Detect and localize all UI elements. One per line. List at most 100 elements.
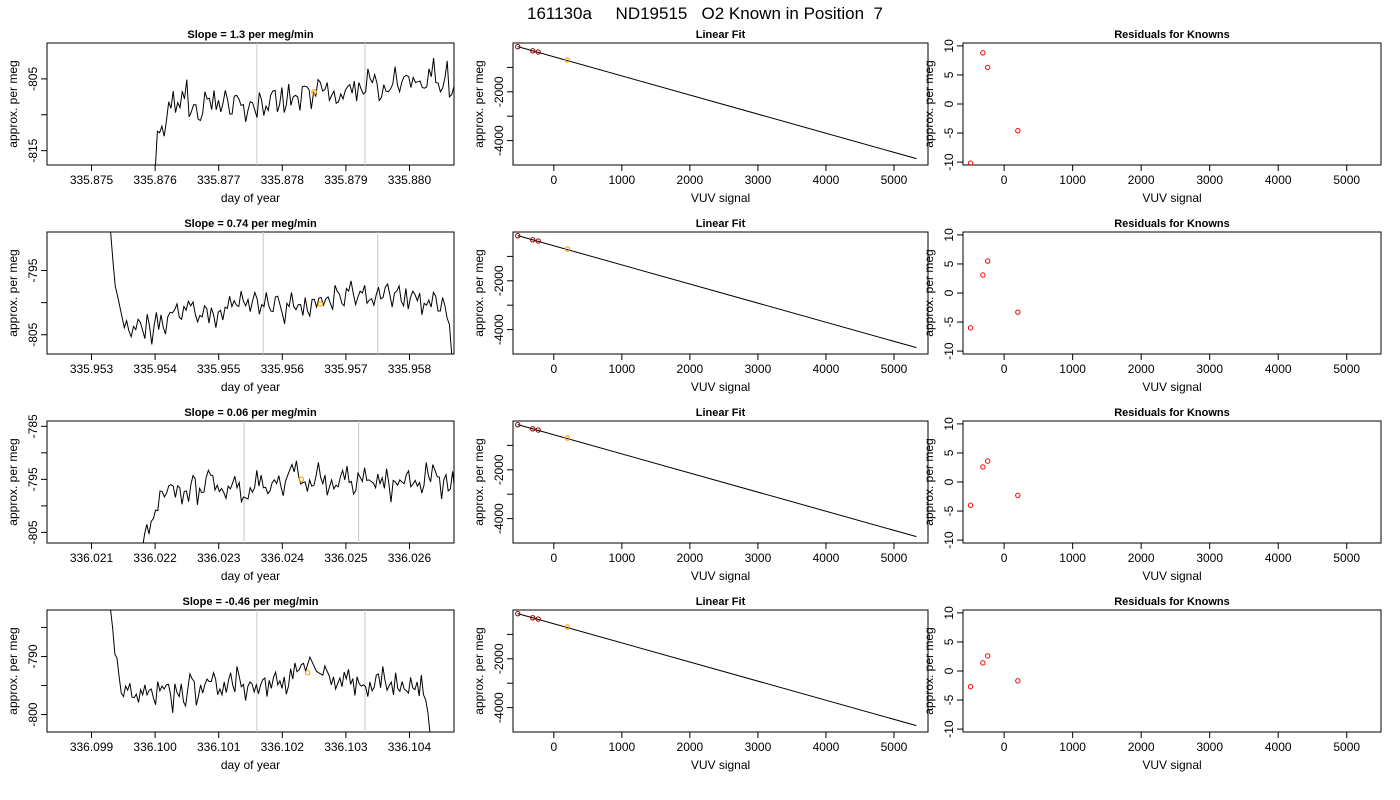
plot-frame [46,231,455,355]
plot-frame [962,42,1382,166]
x-tick-label: 3000 [745,362,772,376]
x-tick-label: 5000 [881,362,908,376]
panel-title: Slope = 0.06 per meg/min [184,407,317,419]
x-axis-label: VUV signal [691,380,750,394]
x-tick-label: 4000 [1265,740,1292,754]
x-tick-label: 5000 [1333,173,1360,187]
y-tick-label: -5 [942,505,956,516]
x-tick-label: 336.026 [388,551,432,565]
panel: Slope = 1.3 per meg/min 335.875 335.876 335… [6,29,455,205]
y-axis-label: approx. per meg [472,60,486,147]
x-tick-label: 3000 [1196,173,1223,187]
plot-frame [512,420,929,544]
x-tick-label: 335.956 [261,362,305,376]
data-point [535,616,541,622]
plot-area [142,421,454,543]
y-tick-label: 10 [942,228,956,242]
x-tick-label: 4000 [813,173,840,187]
x-tick-label: 2000 [677,173,704,187]
plot-frame [46,609,455,733]
mean-point [298,476,305,483]
x-tick-label: 1000 [609,551,636,565]
x-axis-label: VUV signal [1142,191,1201,205]
x-axis-label: VUV signal [1142,380,1201,394]
x-tick-label: 336.023 [197,551,241,565]
y-tick-label: -4000 [492,692,506,723]
x-tick-label: 4000 [813,362,840,376]
data-point [967,325,974,331]
y-tick-label: 5 [942,449,956,456]
plot-area [515,232,917,349]
unknown-point [564,435,571,441]
x-tick-label: 4000 [1265,173,1292,187]
data-point [1015,492,1021,499]
y-axis-label: approx. per meg [6,60,20,147]
y-tick-label: -790 [26,644,40,668]
series-line [142,460,454,543]
panel: Residuals for Knowns 0 1000 2000 3000 4000 500… [922,218,1382,394]
x-tick-label: 2000 [1128,740,1155,754]
data-point [980,50,986,56]
panel-title: Residuals for Knowns [1114,596,1230,608]
plot-area [967,258,1021,331]
plot-area [967,458,1021,508]
x-tick-label: 4000 [813,740,840,754]
plot-frame [46,42,455,166]
x-tick-label: 5000 [881,173,908,187]
x-axis-label: day of year [221,191,280,205]
x-tick-label: 3000 [745,551,772,565]
x-tick-label: 0 [550,740,557,754]
x-tick-label: 335.878 [261,173,305,187]
panel-title: Slope = -0.46 per meg/min [182,596,318,608]
x-tick-label: 335.955 [197,362,241,376]
x-tick-label: 2000 [1128,173,1155,187]
plot-area [155,43,454,165]
y-tick-label: -795 [26,467,40,491]
panel-grid: Slope = 1.3 per meg/min 335.875 335.876 335… [6,29,1382,772]
panel: Linear Fit 0 1000 2000 3000 4000 5000 -4000 -200… [472,29,929,205]
x-tick-label: 0 [550,173,557,187]
x-tick-label: 5000 [1333,362,1360,376]
mean-point [311,89,317,95]
data-point [530,237,536,243]
data-point [980,464,986,470]
x-tick-label: 4000 [1265,551,1292,565]
x-tick-label: 1000 [1059,740,1086,754]
x-axis-label: day of year [221,380,280,394]
x-tick-label: 335.880 [388,173,432,187]
unknown-point [564,246,571,252]
y-axis-label: approx. per meg [922,249,936,336]
x-tick-label: 5000 [881,740,908,754]
data-point [980,660,986,666]
panel: Residuals for Knowns 0 1000 2000 3000 4000 500… [922,29,1382,205]
x-tick-label: 336.099 [70,740,114,754]
panel: Slope = 0.74 per meg/min 335.953 335.954 33… [6,218,455,394]
x-tick-label: 3000 [745,173,772,187]
plot-frame [512,609,929,733]
panel-title: Slope = 0.74 per meg/min [184,218,317,230]
x-axis-label: VUV signal [691,569,750,583]
y-tick-label: 0 [942,478,956,485]
x-tick-label: 2000 [677,740,704,754]
x-tick-label: 3000 [1196,551,1223,565]
unknown-point [564,624,571,630]
x-tick-label: 0 [1001,362,1008,376]
x-tick-label: 336.021 [70,551,114,565]
y-tick-label: -800 [26,702,40,726]
plot-area [110,610,431,732]
x-tick-label: 3000 [1196,740,1223,754]
panel-title: Residuals for Knowns [1114,29,1230,41]
data-point [967,683,974,690]
y-tick-label: 5 [942,71,956,78]
y-axis-label: approx. per meg [472,438,486,525]
y-tick-label: 0 [942,667,956,674]
y-tick-label: -795 [26,258,40,282]
data-point [515,232,521,239]
plot-frame [512,42,929,166]
x-tick-label: 335.875 [70,173,114,187]
x-axis-label: VUV signal [1142,569,1201,583]
plot-area [515,43,917,160]
y-axis-label: approx. per meg [6,627,20,714]
y-tick-label: -4000 [492,125,506,156]
y-axis-label: approx. per meg [6,438,20,525]
